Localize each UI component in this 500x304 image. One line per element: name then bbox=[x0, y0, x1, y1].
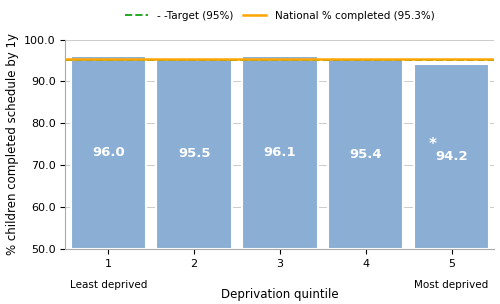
Text: Most deprived: Most deprived bbox=[414, 280, 488, 290]
Text: 96.1: 96.1 bbox=[264, 146, 296, 159]
Bar bbox=[414, 64, 490, 249]
Text: *: * bbox=[428, 137, 436, 152]
Text: 96.0: 96.0 bbox=[92, 146, 124, 159]
Text: 95.4: 95.4 bbox=[350, 147, 382, 161]
Y-axis label: % children completed schedule by 1y: % children completed schedule by 1y bbox=[6, 33, 18, 255]
Text: 94.2: 94.2 bbox=[435, 150, 468, 163]
Bar bbox=[70, 56, 146, 249]
Text: 95.5: 95.5 bbox=[178, 147, 210, 160]
Bar bbox=[328, 59, 404, 249]
X-axis label: Deprivation quintile: Deprivation quintile bbox=[221, 288, 339, 302]
Bar bbox=[242, 56, 318, 249]
Bar bbox=[156, 58, 232, 249]
Legend: - -Target (95%), National % completed (95.3%): - -Target (95%), National % completed (9… bbox=[122, 7, 438, 25]
Text: Least deprived: Least deprived bbox=[70, 280, 147, 290]
